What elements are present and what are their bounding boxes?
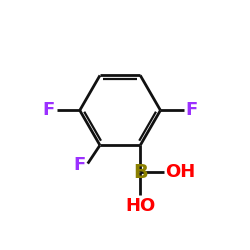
Text: B: B [133,163,148,182]
Text: F: F [74,156,86,174]
Text: F: F [42,101,54,119]
Text: OH: OH [166,163,196,181]
Text: F: F [186,101,198,119]
Text: HO: HO [125,197,156,215]
